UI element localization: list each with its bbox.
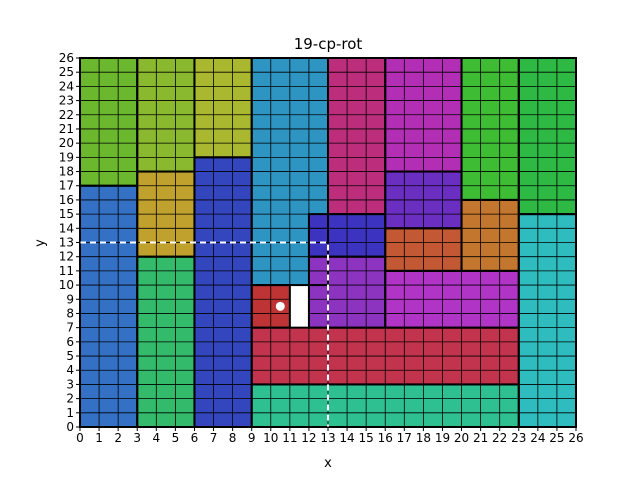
y-tick-label: 18 <box>59 165 74 179</box>
y-tick-label: 23 <box>59 94 74 108</box>
x-tick-label: 7 <box>210 431 218 445</box>
y-tick-label: 12 <box>59 250 74 264</box>
rect-0 <box>80 185 138 427</box>
rect-11 <box>328 58 386 215</box>
x-tick-label: 19 <box>435 431 450 445</box>
y-tick-label: 22 <box>59 108 74 122</box>
y-tick-label: 20 <box>59 136 74 150</box>
x-tick-label: 22 <box>492 431 507 445</box>
y-tick-label: 26 <box>59 51 74 65</box>
rect-1 <box>80 58 138 186</box>
y-tick-label: 13 <box>59 236 74 250</box>
y-tick-label: 15 <box>59 207 74 221</box>
rect-20 <box>518 58 576 215</box>
y-tick-label: 9 <box>66 292 74 306</box>
x-tick-label: 3 <box>133 431 141 445</box>
chart-title: 19-cp-rot <box>294 35 363 53</box>
y-tick-label: 25 <box>59 65 74 79</box>
y-tick-label: 7 <box>66 321 74 335</box>
y-tick-label: 24 <box>59 79 74 93</box>
x-tick-label: 1 <box>95 431 103 445</box>
y-tick-label: 4 <box>66 363 74 377</box>
dashed-path <box>80 241 329 427</box>
x-tick-label: 6 <box>191 431 199 445</box>
x-tick-label: 9 <box>248 431 256 445</box>
x-tick-label: 0 <box>76 431 84 445</box>
x-tick-label: 4 <box>152 431 160 445</box>
y-tick-label: 16 <box>59 193 74 207</box>
rect-5 <box>194 157 252 427</box>
marker-layer <box>275 301 285 311</box>
x-tick-label: 11 <box>282 431 297 445</box>
y-tick-label: 6 <box>66 335 74 349</box>
x-tick-label: 10 <box>263 431 278 445</box>
y-tick-label: 1 <box>66 406 74 420</box>
y-axis-label: y <box>33 239 48 247</box>
y-tick-label: 0 <box>66 420 74 434</box>
rect-21 <box>518 214 576 427</box>
y-tick-label: 19 <box>59 150 74 164</box>
y-ticks: 0123456789101112131415161718192021222324… <box>59 51 80 434</box>
marker-point <box>275 301 285 311</box>
x-axis-label: x <box>324 456 332 471</box>
x-tick-label: 18 <box>416 431 431 445</box>
rect-19 <box>461 199 519 271</box>
y-tick-label: 14 <box>59 221 74 235</box>
x-tick-label: 21 <box>473 431 488 445</box>
dashed-path-layer <box>80 241 329 427</box>
y-tick-label: 11 <box>59 264 74 278</box>
x-ticks: 0 1 2 3 4 5 6 7 8 9 10 11 12 13 14 15 16 17 18 19 20 21 22 23 24… <box>76 427 584 445</box>
x-tick-label: 8 <box>229 431 237 445</box>
y-tick-label: 2 <box>66 392 74 406</box>
x-tick-label: 14 <box>339 431 354 445</box>
y-tick-label: 3 <box>66 377 74 391</box>
x-tick-label: 25 <box>549 431 564 445</box>
y-tick-label: 10 <box>59 278 74 292</box>
y-tick-label: 5 <box>66 349 74 363</box>
x-tick-label: 20 <box>454 431 469 445</box>
x-tick-label: 17 <box>397 431 412 445</box>
x-tick-label: 13 <box>320 431 335 445</box>
x-tick-label: 12 <box>301 431 316 445</box>
x-tick-label: 5 <box>172 431 180 445</box>
x-tick-label: 2 <box>114 431 122 445</box>
x-tick-label: 16 <box>378 431 393 445</box>
x-tick-label: 23 <box>511 431 526 445</box>
x-tick-label: 26 <box>568 431 583 445</box>
y-tick-label: 21 <box>59 122 74 136</box>
y-tick-label: 8 <box>66 306 74 320</box>
y-tick-label: 17 <box>59 179 74 193</box>
x-tick-label: 24 <box>530 431 545 445</box>
rect-6 <box>194 58 252 158</box>
x-tick-label: 15 <box>359 431 374 445</box>
